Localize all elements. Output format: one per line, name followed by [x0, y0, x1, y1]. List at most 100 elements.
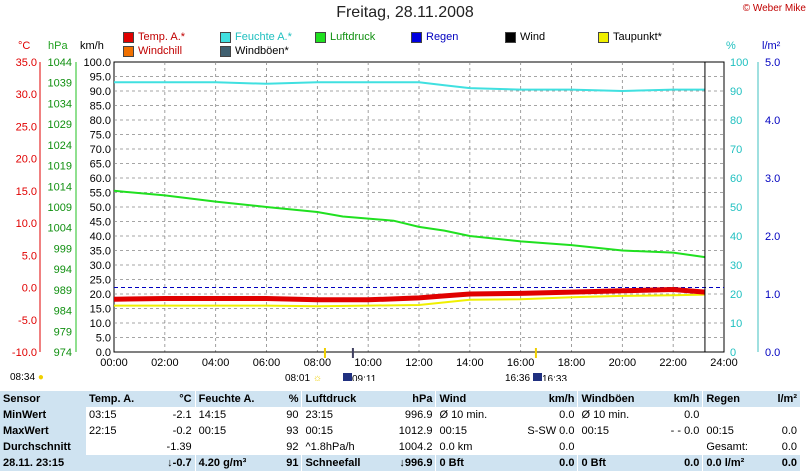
- rain-tick-label: 4.0: [765, 115, 780, 127]
- wind-tick-label: 60.0: [90, 173, 111, 185]
- pressure-tick-label: 989: [54, 285, 72, 297]
- stats-cell-p_val: ↓996.9: [383, 455, 437, 471]
- header-rain-unit: l/m²: [777, 393, 797, 405]
- legend-label: Wind: [520, 31, 546, 43]
- rain-tick-label: 1.0: [765, 289, 780, 301]
- legend-swatch: [598, 31, 609, 43]
- humidity-tick-label: 70: [730, 144, 742, 156]
- stats-cell-w_val: 0.0: [507, 455, 579, 471]
- stats-cell-h_val: 92: [277, 439, 303, 455]
- pressure-tick-label: 1009: [48, 202, 72, 214]
- rain-tick-label: 3.0: [765, 173, 780, 185]
- stats-cell-p_val: 1012.9: [383, 423, 437, 439]
- x-tick-label: 16:00: [507, 357, 535, 369]
- pressure-tick-label: 974: [54, 347, 72, 359]
- sunrise-time-left: 08:34 ●: [10, 372, 44, 383]
- wind-tick-label: 25.0: [90, 275, 111, 287]
- pressure-tick-label: 1014: [48, 181, 72, 193]
- moonrise-time: 16:33: [533, 373, 567, 385]
- sunrise-marker: [323, 348, 326, 358]
- wind-tick-label: 10.0: [90, 318, 111, 330]
- stats-cell-h_time: 00:15: [198, 425, 227, 437]
- header-gust: Windböen: [581, 393, 635, 405]
- header-gust-unit: km/h: [656, 391, 704, 407]
- wind-tick-label: 40.0: [90, 231, 111, 243]
- pressure-tick-label: 1044: [48, 57, 72, 69]
- pressure-tick-label: 979: [54, 326, 72, 338]
- legend-swatch: [505, 31, 516, 43]
- moonset-time: 09:11: [343, 373, 376, 385]
- page-title: Freitag, 28.11.2008: [336, 4, 474, 21]
- wind-tick-label: 70.0: [90, 144, 111, 156]
- x-tick-label: 00:00: [100, 357, 128, 369]
- wind-tick-label: 95.0: [90, 72, 111, 84]
- humidity-tick-label: 100: [730, 57, 748, 69]
- legend-label: Regen: [426, 31, 459, 43]
- temp-axis-unit: °C: [18, 40, 31, 52]
- stats-cell-h_time: 14:15: [198, 409, 227, 421]
- header-rain: Regen: [706, 393, 740, 405]
- temp-tick-label: 35.0: [16, 57, 37, 69]
- x-tick-label: 04:00: [202, 357, 230, 369]
- moon-icon: [343, 373, 352, 382]
- stats-cell-g_val: [656, 439, 704, 455]
- humidity-tick-label: 80: [730, 115, 742, 127]
- sunset-marker: [534, 348, 537, 358]
- legend-item: Wind: [505, 31, 545, 43]
- header-sensor: Sensor: [3, 393, 41, 405]
- x-tick-label: 14:00: [456, 357, 484, 369]
- rain-axis-unit: l/m²: [762, 40, 781, 52]
- stats-cell-h_time: 4.20 g/m³: [198, 457, 247, 469]
- stats-row: Durchschnitt -1.39 92 ^1.8hPa/h 1004.2 0.0 km…: [0, 439, 800, 455]
- temp-tick-label: 25.0: [16, 121, 37, 133]
- temp-tick-label: 0.0: [22, 283, 37, 295]
- legend-swatch: [220, 45, 231, 57]
- stats-cell-label: MinWert: [0, 407, 86, 423]
- stats-cell-g_label: 00:15: [581, 425, 609, 437]
- stats-cell-r_val: [766, 407, 800, 423]
- sunset-time: 16:36: [505, 373, 531, 384]
- humidity-axis-unit: %: [726, 40, 736, 52]
- humidity-tick-label: 20: [730, 289, 742, 301]
- header-pressure-unit: hPa: [383, 391, 437, 407]
- stats-cell-h_val: 91: [277, 455, 303, 471]
- stats-row: MinWert 03:15 -2.1 14:15 90 23:15 996.9 Ø 10 mi…: [0, 407, 800, 423]
- stats-cell-w_label: 0.0 km: [439, 441, 473, 453]
- pressure-tick-label: 1034: [48, 98, 72, 110]
- legend-label: Taupunkt*: [613, 31, 662, 43]
- stats-cell-t_val: -1.39: [153, 439, 196, 455]
- stats-cell-label: MaxWert: [0, 423, 86, 439]
- header-humidity-unit: %: [277, 391, 303, 407]
- x-tick-label: 08:00: [304, 357, 332, 369]
- stats-cell-p_time: 00:15: [305, 425, 333, 437]
- wind-tick-label: 20.0: [90, 289, 111, 301]
- humidity-tick-label: 60: [730, 173, 742, 185]
- x-tick-label: 18:00: [558, 357, 586, 369]
- wind-tick-label: 45.0: [90, 217, 111, 229]
- temp-tick-label: -10.0: [12, 347, 37, 359]
- legend-swatch: [315, 31, 326, 43]
- header-temp: Temp. A.: [89, 393, 135, 405]
- stats-cell-p_time: ^1.8hPa/h: [305, 441, 355, 453]
- stats-cell-t_time: 03:15: [89, 409, 117, 421]
- legend-item: Windböen*: [220, 45, 289, 57]
- header-humidity: Feuchte A.: [198, 393, 255, 405]
- stats-header-row: Sensor Temp. A. °C Feuchte A. % Luftdruc…: [0, 391, 800, 407]
- stats-cell-p_time: Schneefall: [305, 457, 361, 469]
- moon-icon: [533, 373, 542, 382]
- wind-tick-label: 30.0: [90, 260, 111, 272]
- wind-tick-label: 90.0: [90, 86, 111, 98]
- stats-cell-r_label: [703, 407, 766, 423]
- humidity-tick-label: 90: [730, 86, 742, 98]
- header-wind-unit: km/h: [507, 391, 579, 407]
- stats-row: MaxWert 22:15 -0.2 00:15 93 00:15 1012.9 00:15 S…: [0, 423, 800, 439]
- stats-cell-w_label: 0 Bft: [439, 457, 464, 469]
- stats-cell-w_label: 00:15: [439, 425, 467, 437]
- temp-tick-label: 30.0: [16, 89, 37, 101]
- x-tick-label: 06:00: [253, 357, 281, 369]
- wind-tick-label: 15.0: [90, 304, 111, 316]
- wind-tick-label: 75.0: [90, 130, 111, 142]
- legend-label: Windchill: [138, 45, 183, 57]
- stats-cell-h_time: [195, 439, 277, 455]
- stats-cell-t_val: -0.2: [153, 423, 196, 439]
